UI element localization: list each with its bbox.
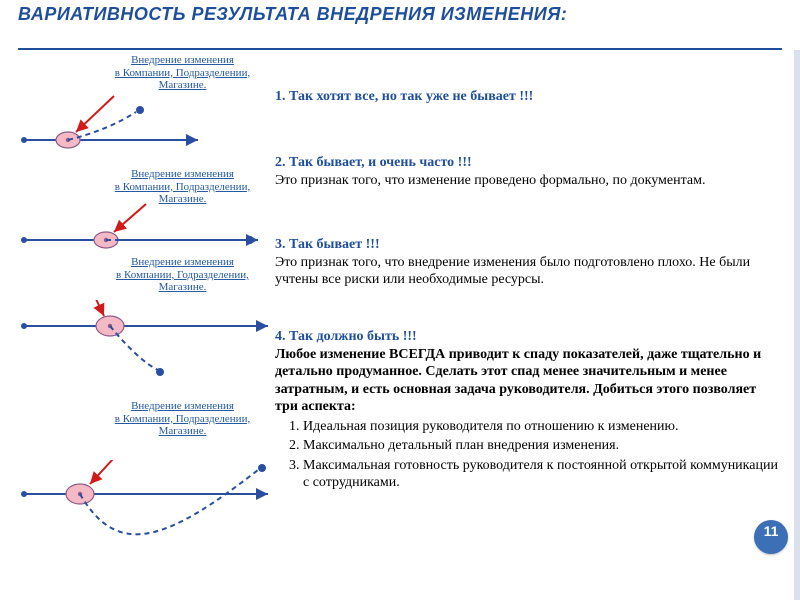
diagram-2 [18, 200, 268, 256]
text-block-2: 2. Так бывает, и очень часто !!! Это при… [275, 154, 782, 189]
title-rule [18, 48, 782, 50]
aspect-3: Максимальная готовность руководителя к п… [303, 457, 782, 492]
diagram-caption-4: Внедрение изменения в Компании, Подразде… [90, 400, 275, 438]
text-block-3: 3. Так бывает !!! Это признак того, что … [275, 236, 782, 289]
body-3: Это признак того, что внедрение изменени… [275, 255, 750, 288]
diagram-caption-3: Внедрение изменения в Компании, Годразде… [95, 256, 270, 294]
lead-3: 3. Так бывает !!! [275, 237, 380, 252]
diagram-caption-1: Внедрение изменения в Компании, Подразде… [95, 54, 270, 92]
slide: ВАРИАТИВНОСТЬ РЕЗУЛЬТАТА ВНЕДРЕНИЯ ИЗМЕН… [0, 0, 800, 600]
lead-2: 2. Так бывает, и очень часто !!! [275, 155, 472, 170]
text-block-4: 4. Так должно быть !!! Любое изменение В… [275, 328, 782, 494]
aspect-1: Идеальная позиция руководителя по отноше… [303, 418, 782, 436]
aspects-list: Идеальная позиция руководителя по отноше… [275, 418, 782, 492]
text-block-1: 1. Так хотят все, но так уже не бывает !… [275, 88, 782, 106]
body-2: Это признак того, что изменение проведен… [275, 173, 705, 188]
diagram-3 [18, 300, 278, 390]
lead-4: 4. Так должно быть !!! [275, 329, 417, 344]
lead-1: 1. Так хотят все, но так уже не бывает !… [275, 89, 533, 104]
page-title: ВАРИАТИВНОСТЬ РЕЗУЛЬТАТА ВНЕДРЕНИЯ ИЗМЕН… [18, 4, 770, 25]
body-4: Любое изменение ВСЕГДА приводит к спаду … [275, 347, 761, 415]
page-number-badge: 11 [754, 520, 788, 554]
side-accent [794, 50, 800, 600]
diagram-4 [18, 460, 278, 560]
diagram-1 [18, 90, 208, 156]
aspect-2: Максимально детальный план внедрения изм… [303, 437, 782, 455]
